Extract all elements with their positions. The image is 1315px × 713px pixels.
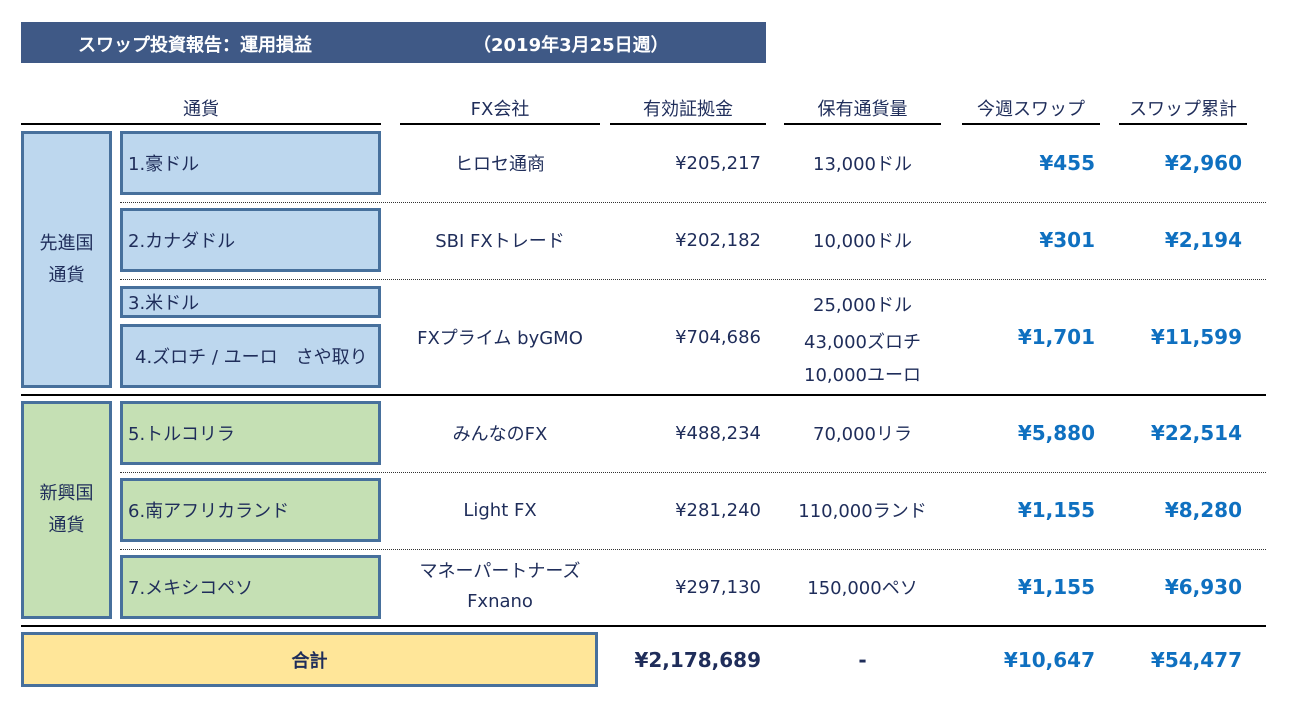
holding-cell-multi: 25,000ドル 43,000ズロチ 10,000ユーロ — [784, 284, 941, 394]
header-weekly-swap: 今週スワップ — [962, 99, 1100, 125]
company-cell: FXプライム byGMO — [417, 328, 583, 349]
holding-usd: 25,000ドル — [813, 295, 912, 316]
group-emerging-label: 新興国通貨 — [39, 483, 94, 536]
weekly-swap-cell: ¥1,155 — [1017, 498, 1095, 522]
total-label: 合計 — [21, 632, 598, 687]
row-divider — [120, 279, 1266, 280]
cumulative-swap-cell: ¥8,280 — [1164, 498, 1242, 522]
currency-cell-mxn: 7.メキシコペソ — [120, 555, 381, 619]
company-name-line2: Fxnano — [467, 591, 533, 612]
report-title-bar: スワップ投資報告：運用損益 （2019年3月25日週） — [21, 22, 766, 63]
group-emerging: 新興国通貨 — [21, 401, 112, 619]
group-developed: 先進国通貨 — [21, 131, 112, 388]
margin-cell: ¥704,686 — [675, 326, 761, 348]
row-divider — [120, 472, 1266, 473]
company-cell: SBI FXトレード — [435, 231, 565, 252]
company-name-line1: マネーパートナーズ — [419, 561, 581, 582]
total-margin: ¥2,178,689 — [634, 647, 761, 672]
company-cell: みんなのFX — [452, 424, 548, 445]
currency-cell-aud: 1.豪ドル — [120, 131, 381, 195]
row-divider — [120, 202, 1266, 203]
row-divider — [120, 549, 1266, 550]
company-cell: ヒロセ通商 — [455, 154, 545, 175]
company-cell-multi: マネーパートナーズ Fxnano — [400, 555, 600, 619]
header-margin: 有効証拠金 — [610, 99, 766, 125]
header-currency: 通貨 — [21, 99, 381, 125]
weekly-swap-cell: ¥5,880 — [1017, 421, 1095, 445]
cumulative-swap-cell: ¥2,194 — [1164, 228, 1242, 252]
currency-cell-usd: 3.米ドル — [120, 286, 381, 318]
margin-cell: ¥202,182 — [675, 229, 761, 251]
currency-cell-try: 5.トルコリラ — [120, 401, 381, 465]
currency-cell-cad: 2.カナダドル — [120, 208, 381, 272]
cumulative-swap-cell: ¥2,960 — [1164, 151, 1242, 175]
weekly-swap-cell: ¥301 — [1039, 228, 1095, 252]
weekly-swap-cell: ¥455 — [1039, 151, 1095, 175]
margin-cell: ¥297,130 — [675, 576, 761, 598]
total-divider — [21, 625, 1266, 627]
report-title: スワップ投資報告：運用損益 — [78, 35, 312, 56]
total-holding: - — [858, 647, 867, 672]
header-cumulative-swap: スワップ累計 — [1119, 99, 1247, 125]
company-cell: Light FX — [463, 499, 537, 521]
holding-cell: 13,000ドル — [813, 154, 912, 175]
group-developed-label: 先進国通貨 — [39, 232, 94, 286]
holding-cell: 110,000ランド — [798, 501, 927, 522]
margin-cell: ¥205,217 — [675, 152, 761, 174]
group-divider — [21, 394, 1266, 396]
holding-cell: 150,000ペソ — [807, 578, 918, 599]
cumulative-swap-cell: ¥22,514 — [1150, 421, 1242, 445]
weekly-swap-cell: ¥1,701 — [1017, 325, 1095, 349]
report-week: （2019年3月25日週） — [473, 35, 669, 56]
margin-cell: ¥488,234 — [675, 422, 761, 444]
cumulative-swap-cell: ¥6,930 — [1164, 575, 1242, 599]
currency-cell-zar: 6.南アフリカランド — [120, 478, 381, 542]
header-holding: 保有通貨量 — [784, 99, 941, 125]
holding-pln: 43,000ズロチ — [804, 332, 921, 353]
cumulative-swap-cell: ¥11,599 — [1150, 325, 1242, 349]
currency-cell-pln-eur-spread: 4.ズロチ / ユーロ さや取り — [120, 324, 381, 388]
holding-eur: 10,000ユーロ — [804, 365, 921, 386]
header-fx-company: FX会社 — [400, 99, 600, 125]
weekly-swap-cell: ¥1,155 — [1017, 575, 1095, 599]
margin-cell: ¥281,240 — [675, 499, 761, 521]
holding-cell: 10,000ドル — [813, 231, 912, 252]
total-cumulative-swap: ¥54,477 — [1150, 647, 1242, 672]
total-weekly-swap: ¥10,647 — [1003, 647, 1095, 672]
holding-cell: 70,000リラ — [813, 424, 912, 445]
